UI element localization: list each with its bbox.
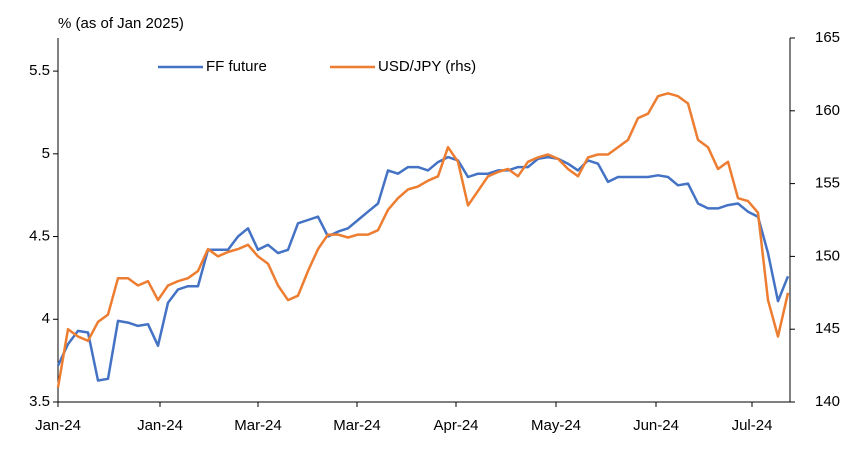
y2-tick-label: 150 <box>815 247 840 264</box>
x-tick-label: Mar-24 <box>234 417 282 434</box>
y2-tick-label: 140 <box>815 393 840 410</box>
legend-label: USD/JPY (rhs) <box>378 58 476 75</box>
y2-tick-label: 165 <box>815 29 840 46</box>
chart-title: % (as of Jan 2025) <box>58 15 184 32</box>
y-tick-label: 5 <box>42 145 50 162</box>
x-tick-label: Jun-24 <box>633 417 679 434</box>
x-tick-label: May-24 <box>531 417 581 434</box>
series-line <box>56 155 790 382</box>
y2-tick-label: 145 <box>815 320 840 337</box>
y-tick-label: 4.5 <box>29 228 50 245</box>
x-tick-label: Jan-24 <box>137 417 183 434</box>
x-tick-label: Jul-24 <box>732 417 773 434</box>
y-tick-label: 5.5 <box>29 62 50 79</box>
series-line <box>56 92 790 388</box>
x-tick-label: Jan-24 <box>35 417 81 434</box>
x-tick-label: Apr-24 <box>433 417 478 434</box>
legend-label: FF future <box>206 58 267 75</box>
x-tick-label: Mar-24 <box>333 417 381 434</box>
y2-tick-label: 160 <box>815 102 840 119</box>
y-tick-label: 4 <box>42 310 50 327</box>
y2-tick-label: 155 <box>815 175 840 192</box>
y-tick-label: 3.5 <box>29 393 50 410</box>
